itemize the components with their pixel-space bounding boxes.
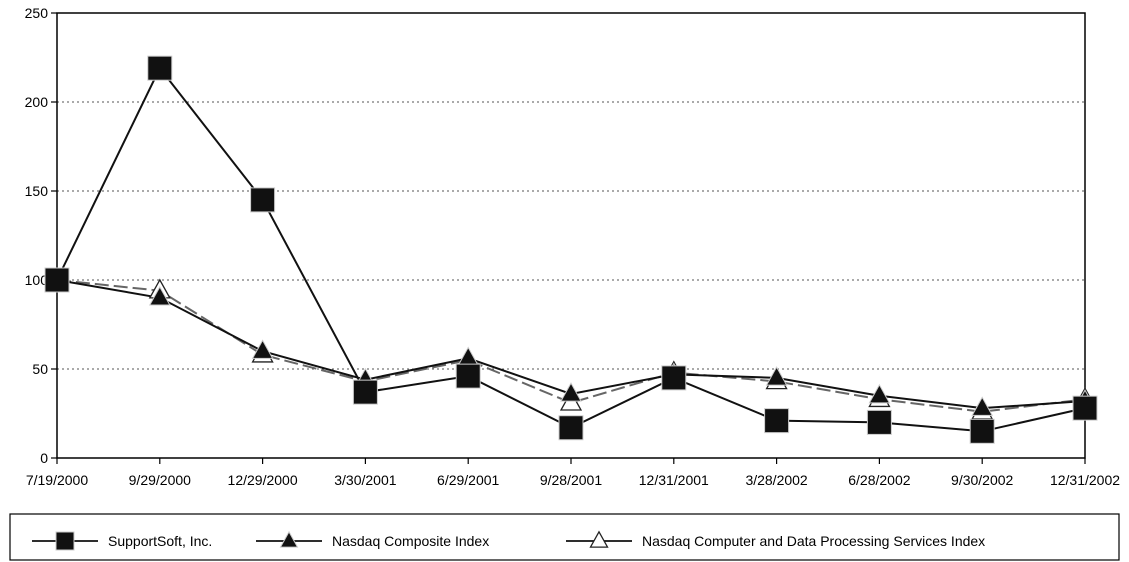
- data-point-marker: [971, 396, 994, 416]
- y-tick-label: 250: [25, 5, 49, 21]
- y-tick-label: 100: [25, 272, 49, 288]
- x-tick-label: 9/30/2002: [951, 472, 1013, 488]
- y-tick-label: 0: [40, 450, 48, 466]
- legend-label: SupportSoft, Inc.: [108, 533, 212, 549]
- data-point-marker: [661, 365, 687, 391]
- data-point-marker: [765, 366, 788, 386]
- data-point-marker: [868, 383, 891, 404]
- x-tick-label: 6/28/2002: [848, 472, 910, 488]
- data-point-marker: [1072, 395, 1098, 421]
- data-point-marker: [147, 55, 173, 81]
- x-tick-label: 12/31/2001: [639, 472, 709, 488]
- legend-marker: [589, 530, 609, 548]
- x-tick-label: 6/29/2001: [437, 472, 499, 488]
- gridlines: [57, 101, 1085, 370]
- x-tick-label: 9/28/2001: [540, 472, 602, 488]
- data-point-marker: [44, 267, 70, 293]
- legend: SupportSoft, Inc. Nasdaq Composite Index N…: [32, 530, 985, 551]
- legend-label: Nasdaq Composite Index: [332, 533, 489, 549]
- data-point-marker: [866, 409, 892, 435]
- y-tick-label: 200: [25, 94, 49, 110]
- data-point-marker: [969, 418, 995, 444]
- data-point-marker: [250, 187, 276, 213]
- y-tick-label: 50: [32, 361, 48, 377]
- series-line: [56, 66, 1086, 433]
- data-point-marker: [764, 408, 790, 434]
- legend-box: [9, 513, 1120, 561]
- x-tick-label: 9/29/2000: [129, 472, 191, 488]
- data-point-marker: [457, 346, 480, 367]
- x-axis: 7/19/2000 9/29/2000 12/29/2000 3/30/2001 6/2…: [26, 458, 1120, 488]
- data-point-marker: [148, 285, 171, 306]
- data-point-marker: [560, 382, 582, 402]
- data-point-marker: [251, 339, 274, 359]
- x-tick-label: 12/31/2002: [1050, 472, 1120, 488]
- x-tick-label: 3/30/2001: [334, 472, 396, 488]
- series-group: [44, 55, 1098, 444]
- x-tick-label: 12/29/2000: [228, 472, 298, 488]
- legend-label: Nasdaq Computer and Data Processing Serv…: [642, 533, 985, 549]
- legend-marker: [55, 531, 75, 551]
- legend-marker: [279, 530, 299, 548]
- data-point-marker: [558, 415, 584, 441]
- data-point-marker: [352, 379, 378, 405]
- y-axis: 0 50 100 150 200 250: [25, 5, 57, 466]
- y-tick-label: 150: [25, 183, 49, 199]
- data-point-marker: [455, 363, 481, 389]
- x-tick-label: 3/28/2002: [745, 472, 807, 488]
- x-tick-label: 7/19/2000: [26, 472, 88, 488]
